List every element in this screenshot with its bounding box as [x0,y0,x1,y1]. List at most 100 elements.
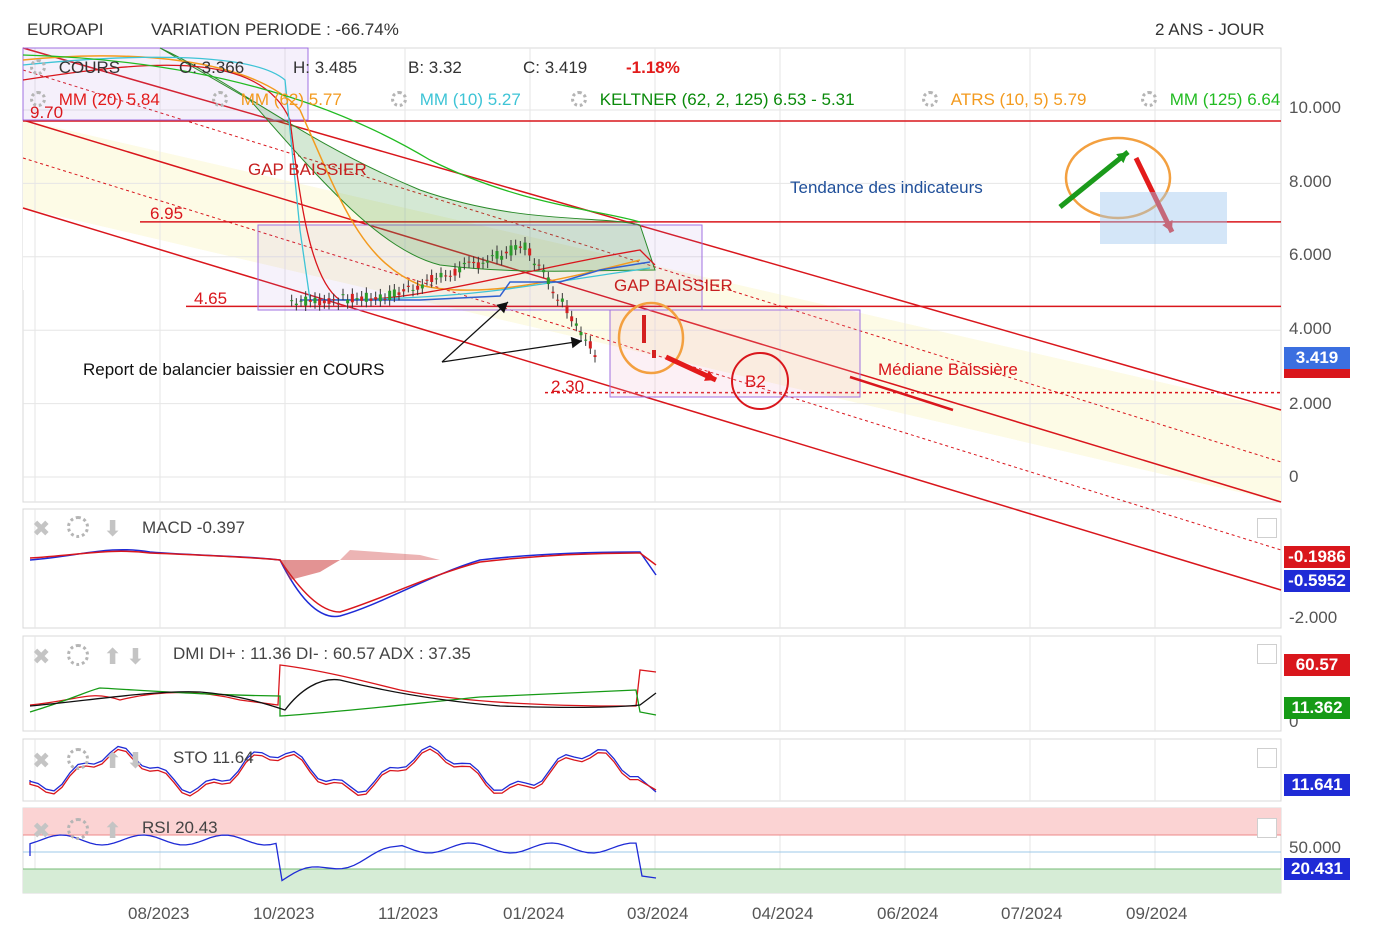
rsi-name: RSI [142,818,171,837]
indicator-value: 5.84 [126,90,160,109]
candle-body [294,303,298,306]
candle-body [518,246,522,248]
gear-icon[interactable] [212,91,228,107]
level-label-970: 9.70 [30,103,64,122]
indicator-value: 6.53 - 5.31 [773,90,855,109]
indicator-mm10[interactable]: MM (10) 5.27 [391,90,521,110]
dmi-minus-line [29,664,657,707]
mm62-line [22,55,641,291]
candle-body [416,285,420,290]
sto-label: STO 11.64 [173,748,254,768]
candle-body [565,305,569,314]
rsi-checkbox[interactable] [1257,818,1277,838]
price-badge: 3.419 [1284,347,1350,369]
rsi-oversold-zone [23,869,1281,893]
candle-body [514,245,518,250]
candle-body [642,315,646,343]
arrow-down-icon[interactable]: ⬇ [126,644,145,669]
panel-frame [22,635,1282,732]
arrow-up-icon[interactable]: ⬆ [103,748,122,773]
x-tick: 09/2024 [1126,904,1188,923]
candle-body [420,284,424,289]
adx-line [29,678,657,711]
close-icon[interactable]: ✖ [32,516,51,541]
candle-body [304,296,308,306]
down-arrow [1133,156,1175,234]
macd-header: ✖ ⬇ [32,516,122,542]
y-tick: 0 [1289,467,1299,486]
gear-icon[interactable] [922,91,938,107]
gear-icon[interactable] [30,91,46,107]
candle-body [546,277,550,285]
candle-body [444,275,448,277]
pointer-arrow [441,340,583,363]
candle-body [388,290,392,301]
variation-label: VARIATION PERIODE : -66.74% [151,20,399,39]
pointer-arrow-head [570,336,582,349]
gear-icon[interactable] [66,516,89,538]
sto-checkbox[interactable] [1257,748,1277,768]
macd-histogram [340,550,440,560]
candle-body [392,289,396,297]
candle-body [652,350,656,358]
close-icon[interactable]: ✖ [32,748,51,773]
candle-body [486,260,490,263]
macd-checkbox[interactable] [1257,518,1277,538]
indicator-value: 5.27 [487,90,521,109]
down-arrow-head [1162,220,1173,232]
b2-label: B2 [745,372,766,391]
candle-body [406,285,410,287]
period-label[interactable]: 2 ANS - JOUR [1155,20,1265,39]
up-arrow-head [1116,152,1128,164]
candle-body [523,242,527,250]
gear-icon[interactable] [66,748,89,770]
indicator-label: MM (20) [58,90,123,109]
candle-body [290,300,294,302]
dmi-checkbox[interactable] [1257,644,1277,664]
dmi-values: DI+ : 11.36 DI- : 60.57 ADX : 37.35 [208,644,471,663]
close-icon[interactable]: ✖ [32,644,51,669]
close-value: C: 3.419 [523,58,588,77]
indicator-atrs[interactable]: ATRS (10, 5) 5.79 [922,90,1087,110]
x-tick: 08/2023 [128,904,190,923]
candle-body [383,298,387,300]
cours-row: COURS [30,58,120,78]
indicator-mm62[interactable]: MM (62) 5.77 [212,90,342,110]
report-annotation: Report de balancier baissier en COURS [83,360,385,379]
candle-body [402,289,406,292]
arrow-up-icon[interactable]: ⬆ [103,818,122,843]
gear-icon[interactable] [571,91,587,107]
arrow-down-icon[interactable]: ⬇ [126,748,145,773]
candle-body [350,293,354,303]
indicator-mm20[interactable]: MM (20) 5.84 [30,90,160,110]
sto-value: 11.64 [212,748,254,767]
ticker-label: EUROAPI [27,20,104,39]
gear-icon[interactable] [66,644,89,666]
candle-body [369,298,373,301]
close-icon[interactable]: ✖ [32,818,51,843]
indicator-keltner[interactable]: KELTNER (62, 2, 125) 6.53 - 5.31 [571,90,855,110]
gear-icon[interactable] [391,91,407,107]
candle-body [341,294,345,296]
high-value: H: 3.485 [293,58,358,77]
rsi-overbought-zone [23,808,1281,835]
arrow-down-icon[interactable]: ⬇ [103,516,122,541]
macd-badge-blue: -0.5952 [1284,570,1350,592]
gear-icon[interactable] [1141,91,1157,107]
indicator-mm125[interactable]: MM (125) 6.64 [1141,90,1280,110]
gear-icon[interactable] [66,818,89,840]
arrow-up-icon[interactable]: ⬆ [103,644,122,669]
candle-body [430,275,434,282]
macd-histogram [280,560,340,580]
candle-body [584,339,588,341]
candle-body [528,248,532,256]
candle-body [411,289,415,291]
down-arrow-head [704,370,716,381]
y-tick: 10.000 [1289,98,1341,117]
x-tick: 03/2024 [627,904,689,923]
gear-icon[interactable] [30,59,46,75]
candle-body [308,299,312,302]
sto-badge-blue: 11.641 [1284,774,1350,796]
open-value: O: 3.366 [179,58,245,77]
